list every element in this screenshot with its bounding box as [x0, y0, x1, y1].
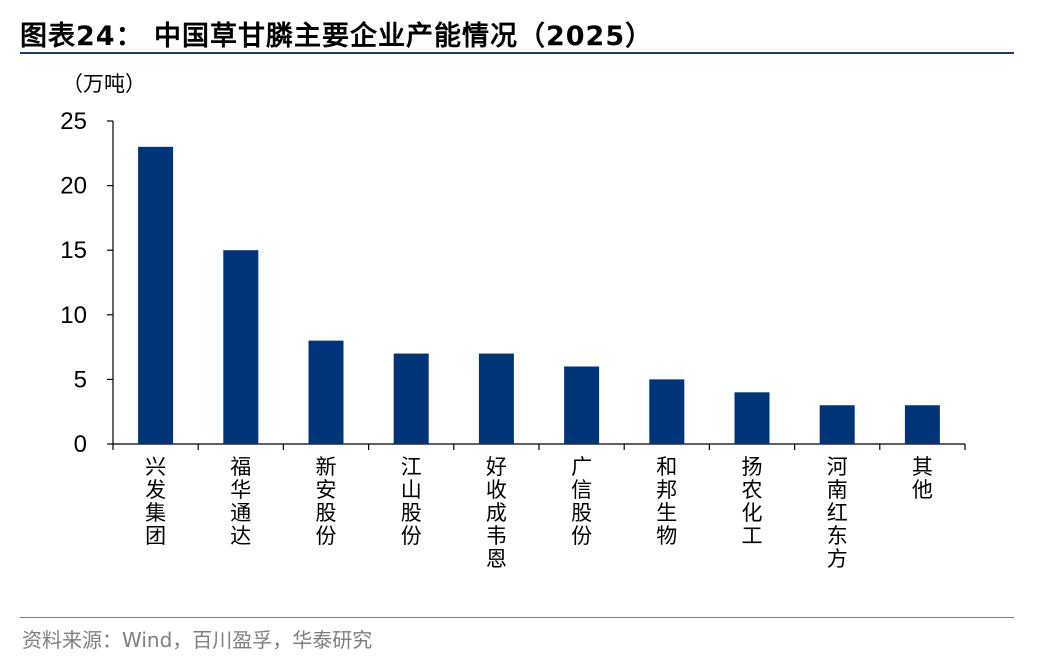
bar	[393, 353, 429, 444]
y-tick-label: 5	[74, 366, 87, 393]
y-tick-label: 15	[60, 237, 87, 264]
y-tick-label: 25	[60, 108, 87, 135]
x-category-label: 河南红东方	[827, 455, 848, 571]
x-category-label: 江山股份	[401, 455, 422, 548]
category-labels: 兴发集团 福华通达 新安股份 江山股份 好收成韦恩 广信股份 和邦生物 扬农化工 河南红东方 其他	[145, 455, 933, 571]
y-tick-label: 20	[60, 173, 87, 200]
chart-title: 图表24： 中国草甘膦主要企业产能情况（2025）	[20, 21, 654, 52]
bar	[649, 379, 685, 444]
bar	[734, 392, 770, 444]
bar	[904, 405, 940, 444]
x-category-label: 和邦生物	[656, 455, 677, 548]
x-category-label: 福华通达	[230, 455, 251, 548]
x-category-label: 扬农化工	[742, 455, 763, 548]
bar	[819, 405, 855, 444]
x-category-label: 广信股份	[571, 455, 592, 548]
bar	[308, 340, 344, 444]
source-note: 资料来源：Wind，百川盈孚，华泰研究	[22, 628, 373, 652]
bar	[223, 250, 259, 444]
bar	[478, 353, 514, 444]
title-divider	[20, 52, 1014, 54]
y-tick-label: 10	[60, 302, 87, 329]
x-category-label: 好收成韦恩	[486, 455, 507, 571]
y-tick-label: 0	[74, 431, 87, 458]
x-category-label: 兴发集团	[145, 455, 166, 548]
x-category-label: 新安股份	[316, 455, 337, 548]
x-axis	[112, 443, 966, 450]
y-axis: 0 5 10 15 20 25	[60, 108, 114, 458]
x-category-label: 其他	[912, 455, 933, 502]
bar	[138, 146, 174, 444]
bars	[138, 146, 940, 444]
y-axis-unit-label: （万吨）	[62, 72, 146, 96]
bar	[564, 366, 600, 444]
footer-divider	[20, 617, 1014, 618]
